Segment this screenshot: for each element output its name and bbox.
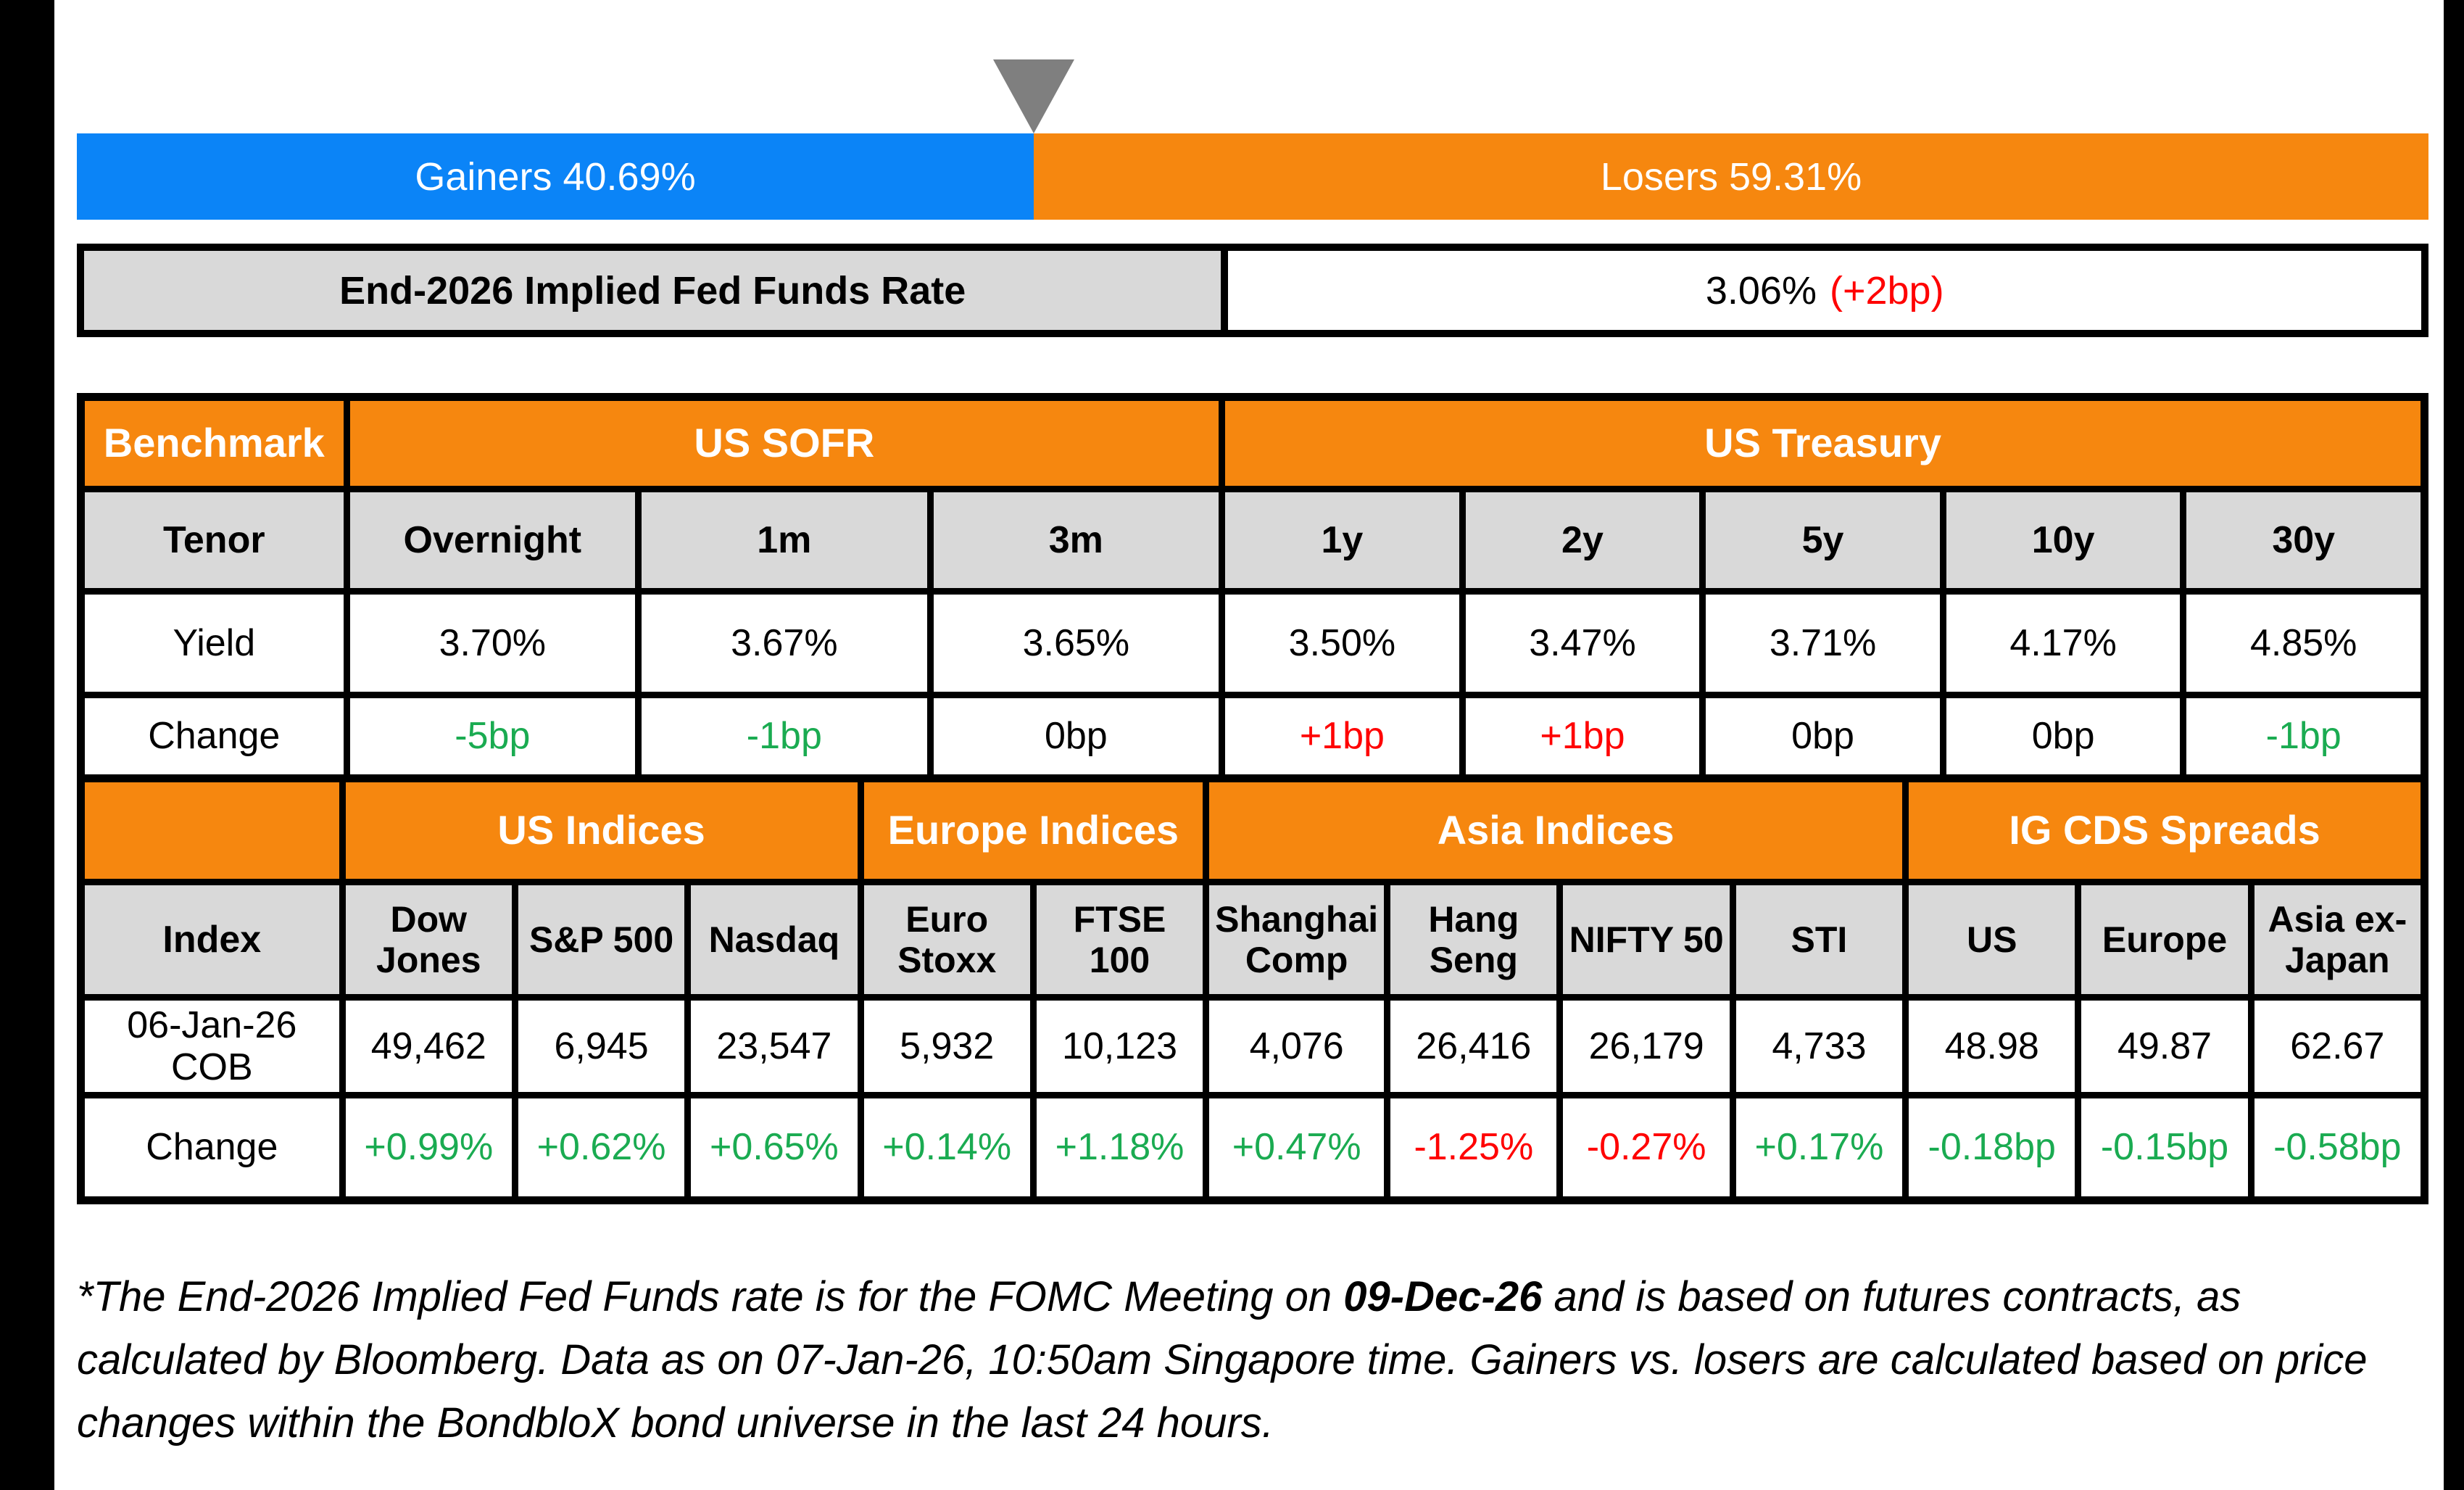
index-change-cell: -0.15bp <box>2081 1098 2248 1196</box>
tenor-header-cell: 30y <box>2186 492 2421 588</box>
index-value-cell: 5,932 <box>863 1001 1030 1092</box>
gainers-segment: Gainers 40.69% <box>77 133 1034 220</box>
change-cell: +1bp <box>1225 698 1459 774</box>
index-change-cell: -1.25% <box>1390 1098 1557 1196</box>
index-change-cell: +0.62% <box>518 1098 685 1196</box>
index-row-label: Index <box>85 885 339 994</box>
index-value-cell: 49.87 <box>2081 1001 2248 1092</box>
benchmark-table: Benchmark US SOFR US Treasury Tenor Over… <box>77 393 2428 782</box>
yield-cell: 3.71% <box>1706 595 1940 692</box>
group-header-europe-indices: Europe Indices <box>863 782 1203 879</box>
screenshot-left-black-strip <box>0 0 54 1490</box>
rate-marker-triangle-icon <box>992 59 1074 133</box>
group-header-us-sofr: US SOFR <box>349 401 1219 486</box>
fed-funds-change: (+2bp) <box>1829 268 1944 313</box>
change-row-label: Change <box>85 698 344 774</box>
fed-funds-rate: 3.06% <box>1705 268 1817 313</box>
tenor-header-cell: 1m <box>642 492 927 588</box>
index-change-cell: +0.14% <box>863 1098 1030 1196</box>
marker-row <box>77 59 2428 133</box>
tenor-header-cell: 10y <box>1946 492 2181 588</box>
index-value-cell: 6,945 <box>518 1001 685 1092</box>
index-name-cell: STI <box>1735 885 1903 994</box>
index-name-cell: S&P 500 <box>518 885 685 994</box>
index-value-cell: 10,123 <box>1036 1001 1203 1092</box>
indices-corner-header <box>85 782 339 879</box>
yield-row-label: Yield <box>85 595 344 692</box>
change-cell: -5bp <box>349 698 636 774</box>
yield-cell: 3.65% <box>933 595 1219 692</box>
screenshot-right-black-strip <box>2444 0 2464 1490</box>
group-header-ig-cds-spreads: IG CDS Spreads <box>1909 782 2421 879</box>
index-change-cell: +0.47% <box>1209 1098 1385 1196</box>
index-value-cell: 48.98 <box>1909 1001 2075 1092</box>
footnote-part1: *The End-2026 Implied Fed Funds rate is … <box>77 1273 1344 1320</box>
group-header-us-indices: US Indices <box>345 782 858 879</box>
index-value-cell: 4,076 <box>1209 1001 1385 1092</box>
index-name-cell: Dow Jones <box>345 885 512 994</box>
yield-cell: 4.17% <box>1946 595 2181 692</box>
index-change-cell: +0.17% <box>1735 1098 1903 1196</box>
footnote-part2: and is based on futures contracts, as ca… <box>77 1273 2368 1446</box>
losers-segment: Losers 59.31% <box>1033 133 2428 220</box>
tenor-header-cell: 1y <box>1225 492 1459 588</box>
change-cell: -1bp <box>642 698 927 774</box>
index-value-cell: 26,179 <box>1563 1001 1730 1092</box>
index-name-cell: US <box>1909 885 2075 994</box>
group-header-asia-indices: Asia Indices <box>1209 782 1903 879</box>
yield-cell: 3.50% <box>1225 595 1459 692</box>
index-name-cell: Europe <box>2081 885 2248 994</box>
group-header-us-treasury: US Treasury <box>1225 401 2421 486</box>
index-name-cell: Hang Seng <box>1390 885 1557 994</box>
index-change-cell: -0.58bp <box>2254 1098 2421 1196</box>
index-change-cell: -0.27% <box>1563 1098 1730 1196</box>
yield-cell: 3.70% <box>349 595 636 692</box>
index-change-cell: +0.65% <box>691 1098 858 1196</box>
benchmark-corner-header: Benchmark <box>85 401 344 486</box>
index-value-cell: 62.67 <box>2254 1001 2421 1092</box>
change-cell: 0bp <box>1706 698 1940 774</box>
fed-funds-strip: End-2026 Implied Fed Funds Rate 3.06% (+… <box>77 244 2428 337</box>
losers-label: Losers 59.31% <box>1600 154 1862 199</box>
fed-funds-label: End-2026 Implied Fed Funds Rate <box>84 251 1221 330</box>
index-name-cell: FTSE 100 <box>1036 885 1203 994</box>
yield-cell: 3.47% <box>1465 595 1700 692</box>
footnote: *The End-2026 Implied Fed Funds rate is … <box>77 1265 2426 1454</box>
tenor-header-cell: 2y <box>1465 492 1700 588</box>
change-row-label: Change <box>85 1098 339 1196</box>
change-cell: 0bp <box>933 698 1219 774</box>
gainers-losers-bar: Gainers 40.69% Losers 59.31% <box>77 133 2428 220</box>
tenor-header-cell: Overnight <box>349 492 636 588</box>
index-change-cell: -0.18bp <box>1909 1098 2075 1196</box>
index-name-cell: Euro Stoxx <box>863 885 1030 994</box>
index-value-cell: 26,416 <box>1390 1001 1557 1092</box>
change-cell: 0bp <box>1946 698 2181 774</box>
index-change-cell: +1.18% <box>1036 1098 1203 1196</box>
fed-funds-value: 3.06% (+2bp) <box>1228 251 2421 330</box>
tenor-header-cell: 3m <box>933 492 1219 588</box>
index-value-cell: 49,462 <box>345 1001 512 1092</box>
index-name-cell: Shanghai Comp <box>1209 885 1385 994</box>
index-name-cell: NIFTY 50 <box>1563 885 1730 994</box>
tenor-row-label: Tenor <box>85 492 344 588</box>
index-value-cell: 23,547 <box>691 1001 858 1092</box>
change-cell: +1bp <box>1465 698 1700 774</box>
change-cell: -1bp <box>2186 698 2421 774</box>
index-name-cell: Asia ex- Japan <box>2254 885 2421 994</box>
tenor-header-cell: 5y <box>1706 492 1940 588</box>
index-name-cell: Nasdaq <box>691 885 858 994</box>
indices-table: US Indices Europe Indices Asia Indices I… <box>77 774 2428 1204</box>
gainers-label: Gainers 40.69% <box>415 154 696 199</box>
index-change-cell: +0.99% <box>345 1098 512 1196</box>
yield-cell: 3.67% <box>642 595 927 692</box>
footnote-bold-date: 09-Dec-26 <box>1343 1273 1543 1320</box>
yield-cell: 4.85% <box>2186 595 2421 692</box>
index-value-cell: 4,733 <box>1735 1001 1903 1092</box>
cob-row-label: 06-Jan-26 COB <box>85 1001 339 1092</box>
market-summary-graphic: Gainers 40.69% Losers 59.31% End-2026 Im… <box>77 0 2428 1454</box>
